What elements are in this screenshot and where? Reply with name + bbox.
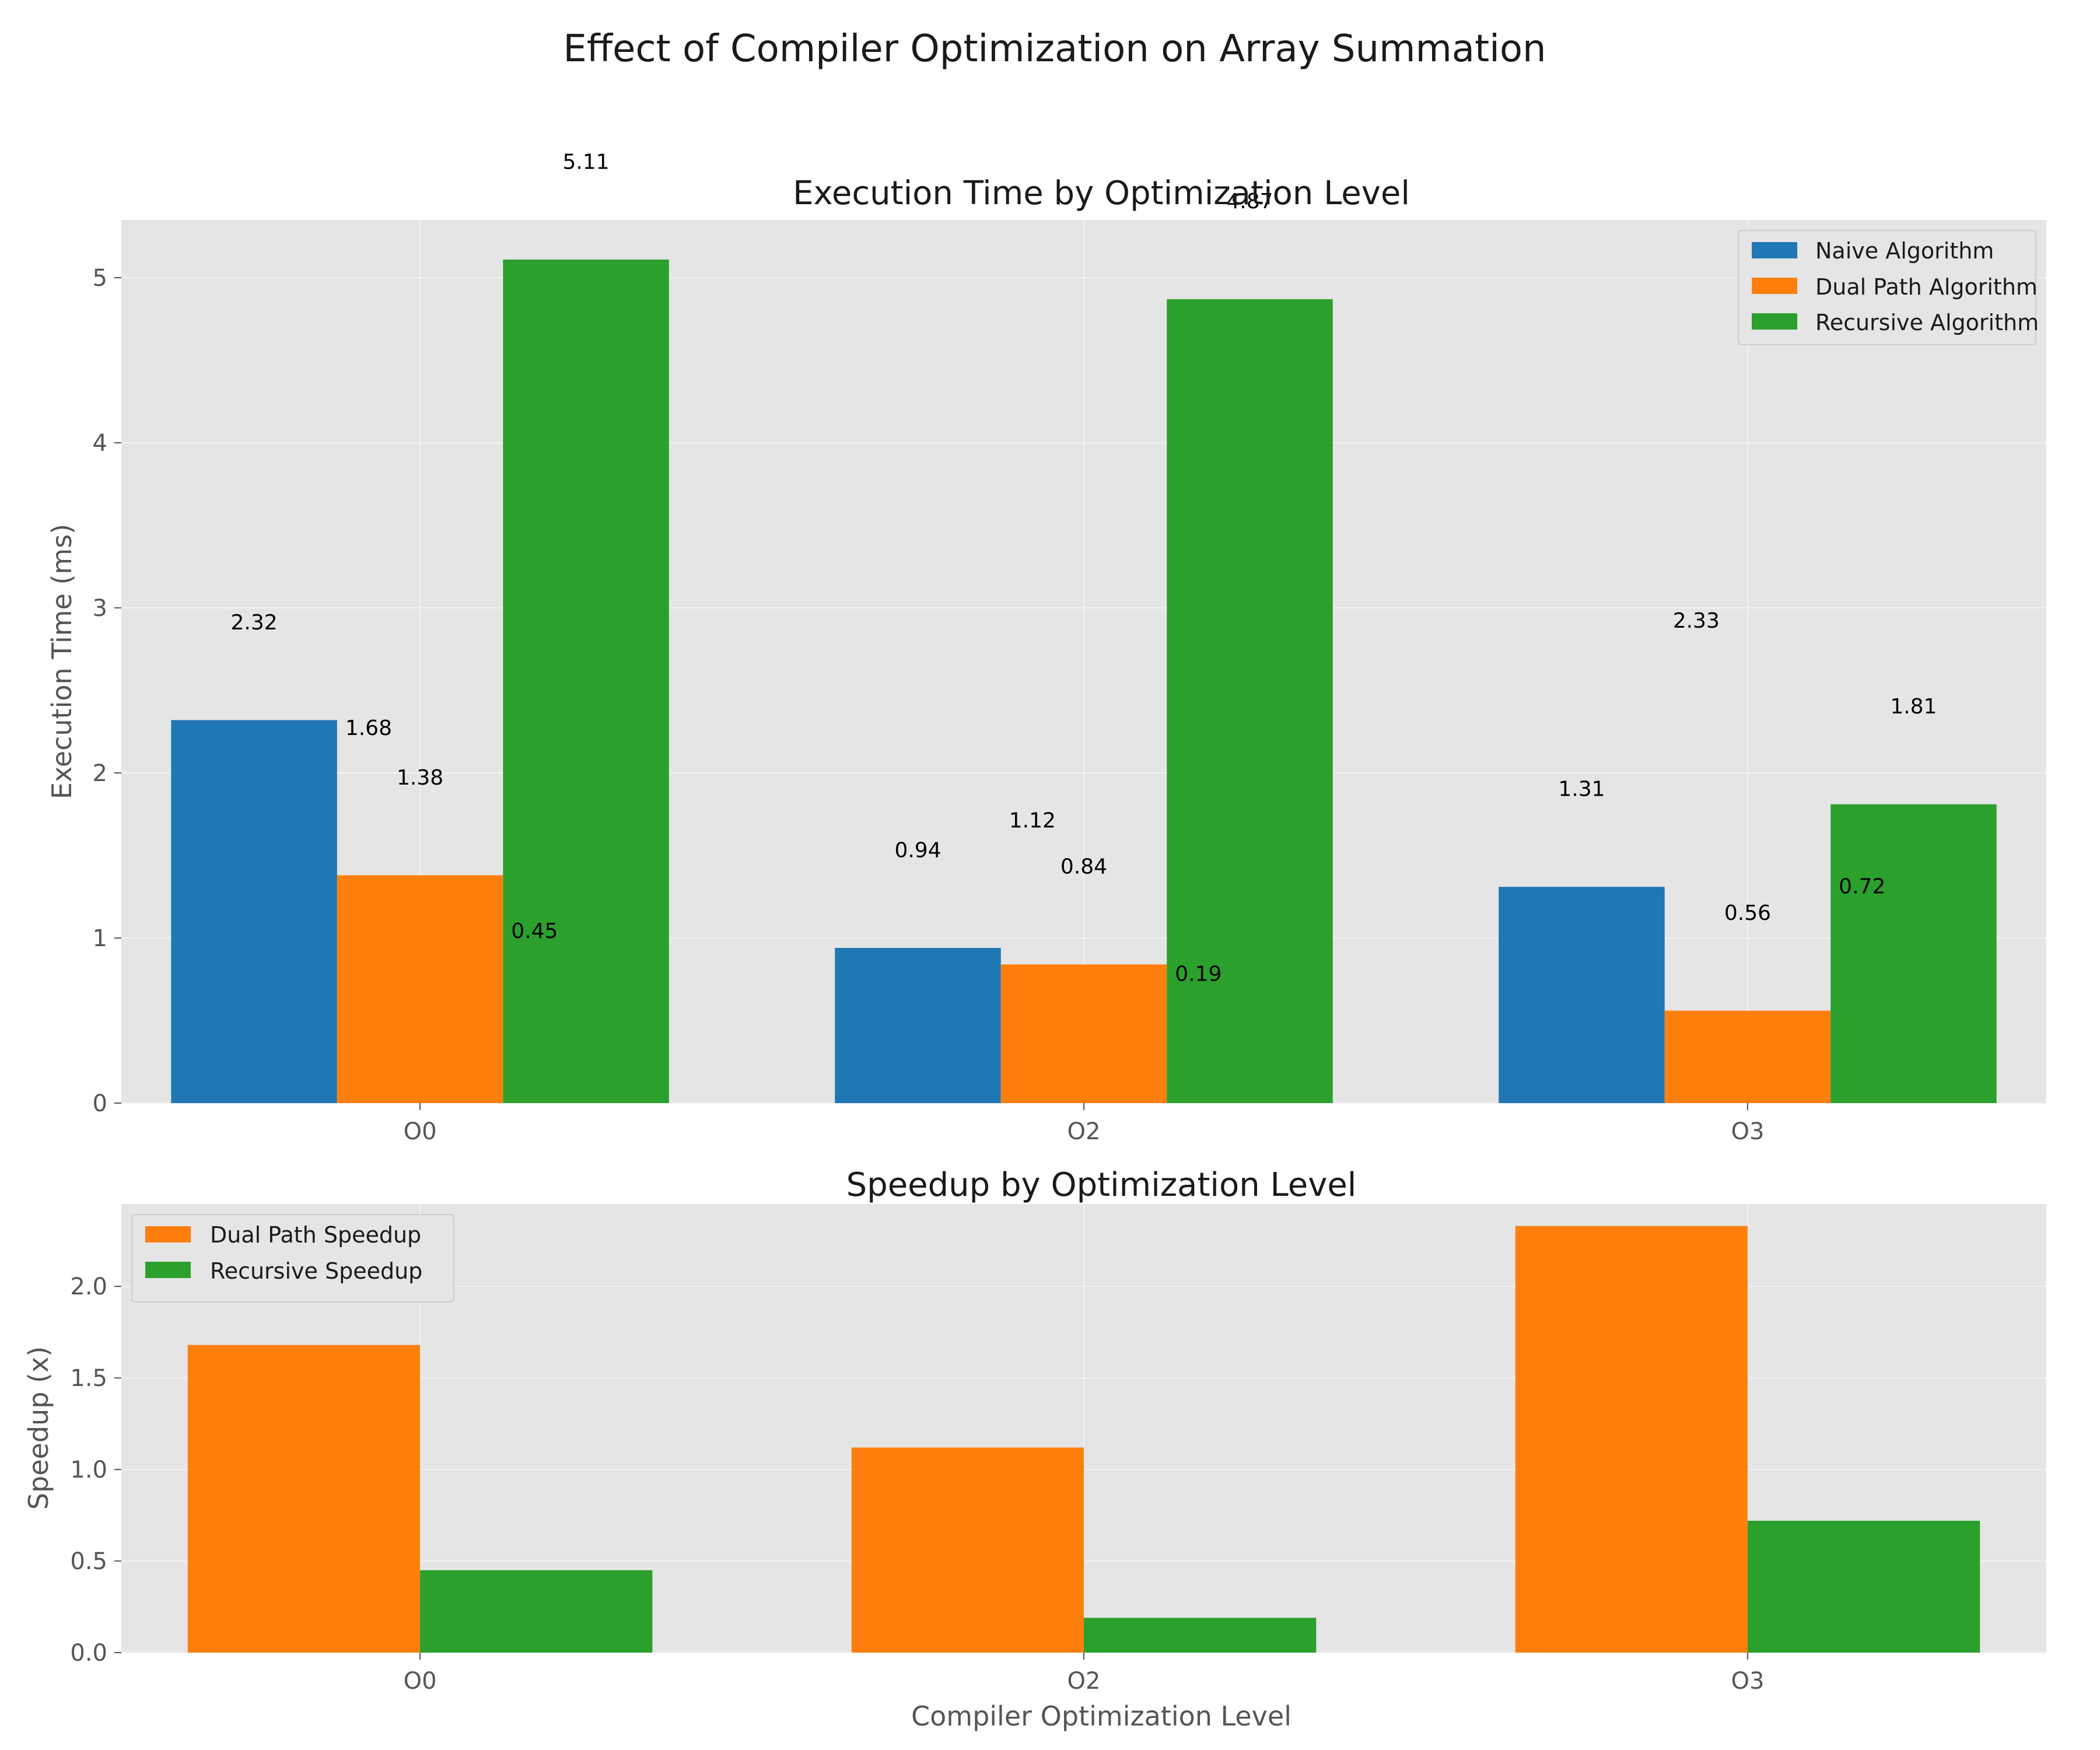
speedup-legend-box <box>131 1214 454 1303</box>
legend-swatch-dual-path-speedup <box>145 1226 191 1242</box>
bar-recursive-speedup-o0 <box>420 1570 653 1653</box>
y-tick-label: 3 <box>93 595 107 622</box>
x-tick-label-o0: O0 <box>404 1118 437 1145</box>
value-label-dual-path-algorithm-o3: 0.56 <box>1724 901 1771 925</box>
speedup-title: Speedup by Optimization Level <box>846 1166 1357 1204</box>
y-tick-label: 0 <box>93 1090 107 1117</box>
figure-title: Effect of Compiler Optimization on Array… <box>563 27 1546 71</box>
legend-swatch-dual-path <box>1752 278 1797 294</box>
value-label-naive-algorithm-o3: 1.31 <box>1558 778 1605 802</box>
legend-label-recursive: Recursive Algorithm <box>1815 310 2039 335</box>
speedup-label-recursive-algorithm-o2: 0.19 <box>1175 963 1222 986</box>
execution-time-legend: Naive Algorithm Dual Path Algorithm Recu… <box>1738 230 2039 345</box>
x-tick-label-o2: O2 <box>1068 1668 1101 1695</box>
y-tick-label: 0.0 <box>70 1640 107 1667</box>
legend-label-recursive-speedup: Recursive Speedup <box>210 1258 422 1284</box>
bar-naive-algorithm-o2 <box>835 947 1001 1103</box>
y-tick-label: 0.5 <box>70 1548 107 1575</box>
x-tick-label-o2: O2 <box>1068 1118 1101 1145</box>
speedup-label-recursive-algorithm-o3: 0.72 <box>1839 875 1885 899</box>
bar-recursive-algorithm-o2 <box>1167 299 1333 1104</box>
y-tick-label: 4 <box>93 430 107 457</box>
value-label-dual-path-algorithm-o0: 1.38 <box>397 766 443 790</box>
bar-dual-path-algorithm-o2 <box>1000 964 1167 1103</box>
y-tick-label: 2.0 <box>70 1273 107 1300</box>
bar-recursive-algorithm-o3 <box>1831 804 1997 1103</box>
bar-recursive-speedup-o3 <box>1747 1521 1980 1653</box>
legend-label-dual-path: Dual Path Algorithm <box>1815 274 2038 300</box>
bar-dual-path-algorithm-o3 <box>1664 1010 1831 1103</box>
bar-recursive-speedup-o2 <box>1084 1618 1317 1653</box>
execution-time-y-axis: 0 1 2 3 4 5 <box>93 265 121 1117</box>
y-tick-label: 1.0 <box>70 1457 107 1483</box>
value-label-recursive-algorithm-o0: 5.11 <box>562 150 609 174</box>
legend-swatch-naive <box>1752 242 1797 258</box>
speedup-label-dual-path-algorithm-o3: 2.33 <box>1673 609 1720 633</box>
legend-swatch-recursive <box>1752 313 1797 330</box>
speedup-y-axis: 0.0 0.5 1.0 1.5 2.0 <box>70 1273 121 1667</box>
bar-dual-path-speedup-o0 <box>187 1345 421 1653</box>
x-tick-label-o3: O3 <box>1731 1118 1764 1145</box>
execution-time-y-axis-label: Execution Time (ms) <box>46 524 78 799</box>
value-label-dual-path-algorithm-o2: 0.84 <box>1060 855 1107 879</box>
legend-swatch-recursive-speedup <box>145 1262 191 1278</box>
speedup-y-axis-label: Speedup (x) <box>23 1346 54 1510</box>
y-tick-label: 2 <box>93 760 107 787</box>
bar-naive-algorithm-o0 <box>171 720 337 1103</box>
execution-time-x-axis: O0 O2 O3 <box>404 1103 1764 1145</box>
speedup-x-axis: O0 O2 O3 <box>404 1653 1764 1695</box>
execution-time-value-labels: 2.32 1.38 5.11 0.94 0.84 4.87 1.31 0.56 1.81 1.68… <box>231 150 1937 986</box>
y-tick-label: 1.5 <box>70 1365 107 1392</box>
execution-time-title: Execution Time by Optimization Level <box>793 174 1410 212</box>
y-tick-label: 1 <box>93 925 107 952</box>
x-tick-label-o0: O0 <box>404 1668 437 1695</box>
execution-time-bars <box>171 259 1997 1104</box>
y-tick-label: 5 <box>93 265 107 292</box>
speedup-label-recursive-algorithm-o0: 0.45 <box>511 919 558 943</box>
bar-dual-path-speedup-o2 <box>851 1447 1084 1653</box>
bar-dual-path-algorithm-o0 <box>337 875 503 1103</box>
value-label-naive-algorithm-o0: 2.32 <box>231 611 278 635</box>
speedup-label-dual-path-algorithm-o0: 1.68 <box>345 716 392 740</box>
value-label-recursive-algorithm-o2: 4.87 <box>1226 190 1273 214</box>
x-tick-label-o3: O3 <box>1731 1668 1764 1695</box>
legend-label-naive: Naive Algorithm <box>1815 238 1994 264</box>
execution-time-chart: 2.32 1.38 5.11 0.94 0.84 4.87 1.31 0.56 1.81 1.68… <box>46 150 2046 1145</box>
legend-label-dual-path-speedup: Dual Path Speedup <box>210 1222 421 1248</box>
execution-time-legend-box <box>1738 230 2036 345</box>
value-label-recursive-algorithm-o3: 1.81 <box>1890 695 1937 719</box>
speedup-legend: Dual Path Speedup Recursive Speedup <box>131 1214 454 1303</box>
speedup-bars <box>187 1226 1980 1653</box>
bar-naive-algorithm-o3 <box>1499 887 1665 1103</box>
value-label-naive-algorithm-o2: 0.94 <box>894 838 941 862</box>
speedup-label-dual-path-algorithm-o2: 1.12 <box>1009 808 1056 832</box>
bar-dual-path-speedup-o3 <box>1515 1226 1748 1653</box>
speedup-x-axis-label: Compiler Optimization Level <box>911 1700 1292 1732</box>
bar-recursive-algorithm-o0 <box>503 259 669 1104</box>
speedup-chart: 0.0 0.5 1.0 1.5 2.0 O0 O2 O3 Speedup by Optimi… <box>23 1166 2046 1732</box>
